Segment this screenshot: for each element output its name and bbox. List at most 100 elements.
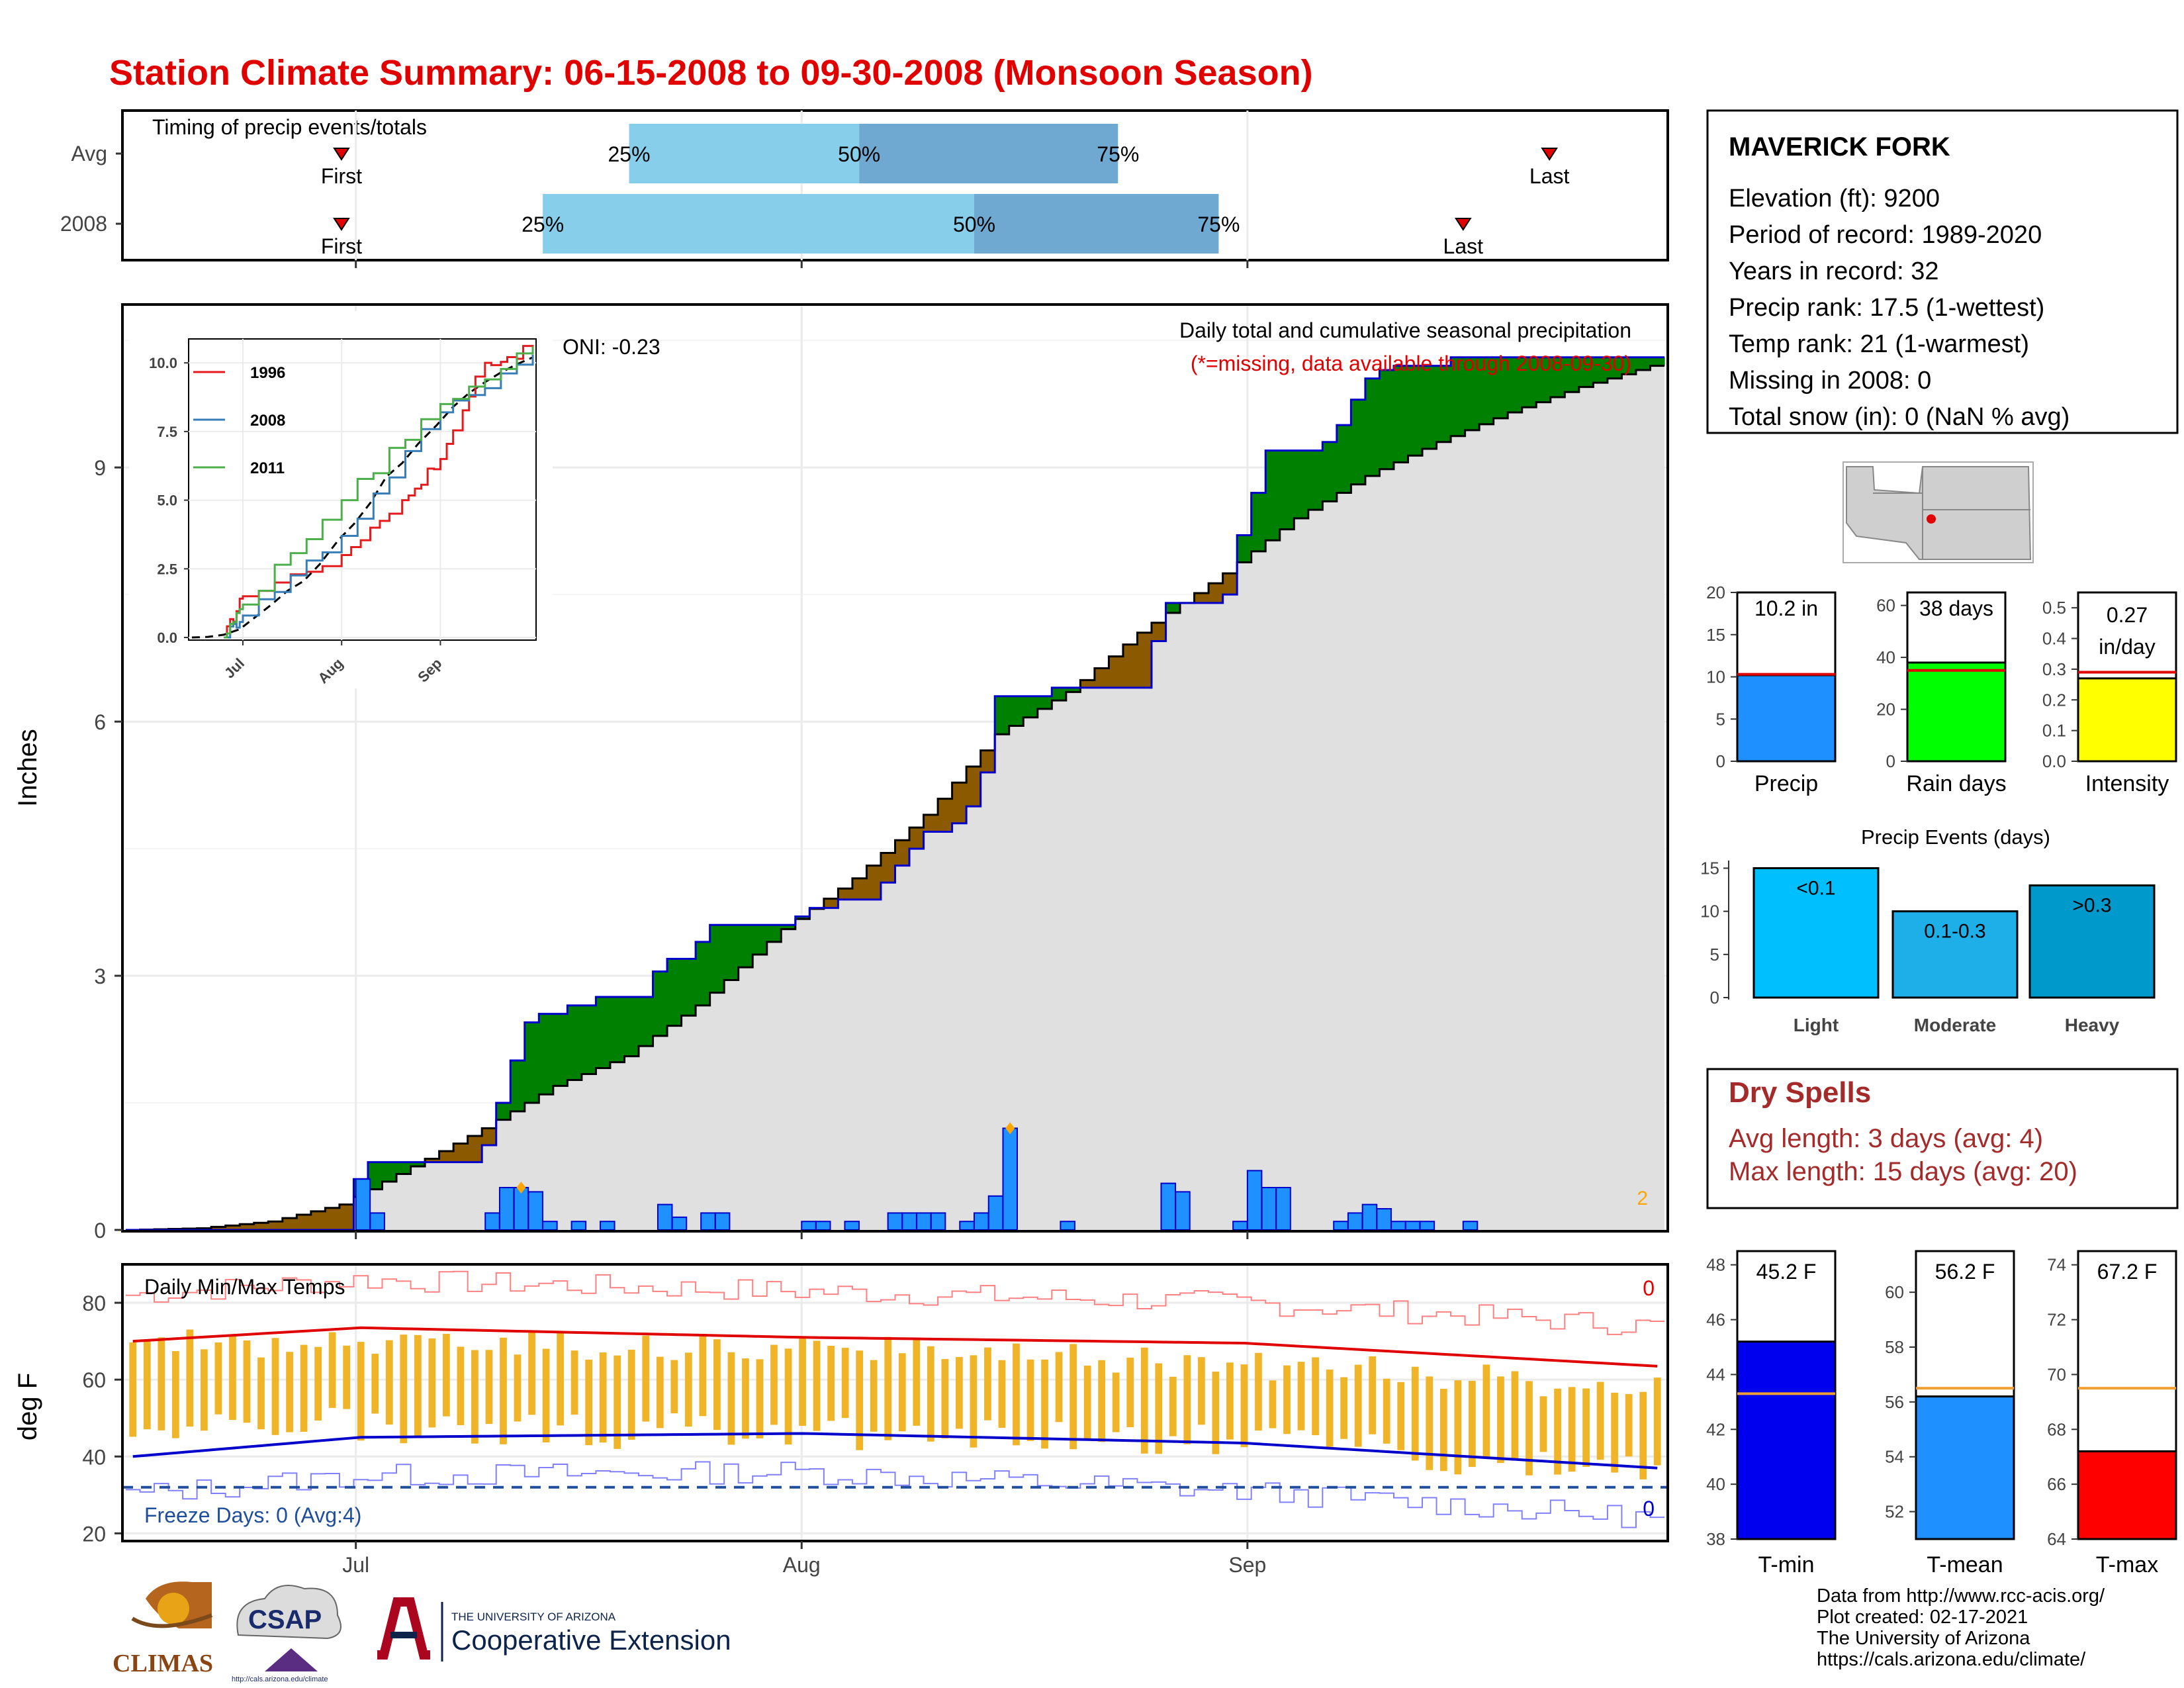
precip-y-tick-label: 9 bbox=[94, 456, 106, 480]
max-precip-marker bbox=[1005, 1122, 1015, 1135]
above-normal-segment bbox=[410, 1162, 426, 1167]
above-normal-segment bbox=[553, 1013, 568, 1086]
temp-gauge-category-label: T-mean bbox=[1927, 1552, 2003, 1577]
daily-temp-bar bbox=[941, 1359, 949, 1439]
gauge-value-label: 38 days bbox=[1919, 596, 1993, 620]
difference-area bbox=[126, 356, 1665, 1231]
above-normal-segment bbox=[1308, 450, 1323, 510]
below-normal-segment bbox=[453, 1143, 469, 1162]
daily-temp-bar bbox=[143, 1340, 151, 1430]
daily-precip-bar bbox=[1347, 1212, 1363, 1231]
above-normal-segment bbox=[667, 959, 682, 1026]
daily-temp-bar bbox=[1340, 1377, 1348, 1439]
precip-y-label: Inches bbox=[13, 729, 42, 807]
daily-precip-bar bbox=[513, 1187, 529, 1231]
gauge-tick-label: 0.3 bbox=[2042, 659, 2066, 679]
timing-event-marker bbox=[1541, 148, 1559, 161]
above-normal-segment bbox=[1037, 696, 1052, 709]
daily-temp-bar bbox=[1426, 1376, 1433, 1470]
gauge-tick-label: 10 bbox=[1706, 667, 1725, 687]
map-state-border bbox=[1873, 467, 2030, 559]
above-normal-segment bbox=[1393, 365, 1409, 463]
temp-gauge-tick-label: 70 bbox=[2047, 1364, 2066, 1384]
daily-temp-bar bbox=[1083, 1365, 1091, 1440]
gauge-category-label: Precip bbox=[1754, 771, 1818, 796]
daily-precip-bar bbox=[527, 1191, 543, 1231]
daily-temp-bar bbox=[286, 1352, 293, 1432]
events-y-tick-label: 15 bbox=[1700, 859, 1719, 878]
footer: Data from http://www.rcc-acis.org/Plot c… bbox=[113, 1581, 2105, 1683]
temp-gauge-tick-label: 48 bbox=[1706, 1255, 1725, 1275]
daily-temp-bar bbox=[599, 1352, 607, 1443]
timing-bar-25-50 bbox=[543, 194, 975, 254]
observed-cumulative-line bbox=[126, 356, 1664, 1231]
inset-series-line bbox=[224, 354, 534, 639]
above-normal-segment bbox=[724, 925, 739, 980]
climas-sun bbox=[158, 1593, 189, 1624]
above-normal-segment bbox=[510, 1060, 525, 1111]
daily-temp-bar bbox=[870, 1360, 878, 1432]
daily-temp-bar bbox=[1525, 1381, 1533, 1476]
gauge-tick-label: 0 bbox=[1886, 751, 1895, 771]
daily-temp-bar bbox=[257, 1357, 265, 1430]
timing-pct-label: 50% bbox=[953, 212, 995, 236]
daily-temp-bar bbox=[1497, 1376, 1504, 1464]
gauge-tick-label: 0.4 bbox=[2042, 629, 2066, 649]
dry-spells: Dry Spells Avg length: 3 days (avg: 4) M… bbox=[1706, 1068, 2179, 1209]
inset-y-tick-label: 2.5 bbox=[157, 561, 177, 577]
daily-temp-bar bbox=[827, 1346, 835, 1421]
max-precip-marker bbox=[516, 1182, 526, 1194]
below-normal-segment bbox=[253, 1223, 269, 1230]
above-normal-segment bbox=[567, 1005, 582, 1080]
csap-mountain bbox=[265, 1648, 318, 1671]
footer-credit-line: The University of Arizona bbox=[1817, 1628, 2030, 1649]
daily-temp-bar bbox=[314, 1346, 322, 1421]
daily-temp-bar bbox=[1312, 1357, 1319, 1436]
above-normal-segment bbox=[639, 997, 654, 1047]
daily-temp-bar bbox=[913, 1340, 921, 1426]
events-bar-label: <0.1 bbox=[1796, 878, 1835, 900]
above-normal-segment bbox=[1593, 357, 1608, 383]
station-location-marker bbox=[1927, 514, 1936, 524]
below-normal-segment bbox=[439, 1150, 454, 1162]
temps-x-tick-label: Jul bbox=[342, 1553, 369, 1577]
above-normal-segment bbox=[1522, 357, 1537, 408]
normal-area bbox=[126, 365, 1664, 1230]
daily-precip-bar bbox=[901, 1212, 917, 1231]
daily-temp-bar bbox=[214, 1342, 222, 1415]
precip-y-tick-label: 6 bbox=[94, 710, 106, 734]
daily-temp-bar bbox=[1468, 1380, 1476, 1468]
timing-event-label: First bbox=[321, 234, 362, 258]
daily-precip-bar bbox=[887, 1212, 903, 1231]
above-normal-segment bbox=[1508, 357, 1523, 412]
events-x-label: Moderate bbox=[1914, 1015, 1996, 1035]
events-title: Precip Events (days) bbox=[1861, 825, 2050, 849]
gauge-tick-label: 20 bbox=[1706, 583, 1725, 602]
below-normal-segment bbox=[938, 798, 953, 832]
temps-y-tick-label: 80 bbox=[82, 1291, 106, 1315]
daily-temp-bar bbox=[1183, 1355, 1191, 1444]
temp-gauge-bar bbox=[1736, 1340, 1837, 1540]
daily-temp-bar bbox=[300, 1344, 308, 1432]
temp-gauge-tick-label: 54 bbox=[1885, 1447, 1904, 1467]
timing-bar-50-75 bbox=[859, 124, 1118, 183]
events-y-tick-label: 5 bbox=[1710, 945, 1719, 964]
daily-temp-bar bbox=[970, 1355, 978, 1448]
above-normal-segment bbox=[524, 1022, 539, 1103]
daily-precip-bar bbox=[1261, 1187, 1277, 1231]
below-normal-segment bbox=[980, 750, 995, 773]
above-normal-segment bbox=[1351, 399, 1366, 485]
daily-precip-bar bbox=[916, 1212, 932, 1231]
inset-series-line bbox=[224, 345, 534, 639]
daily-temp-bar bbox=[1326, 1369, 1334, 1447]
timing-event-label: Last bbox=[1529, 164, 1570, 188]
above-normal-segment bbox=[1493, 357, 1508, 418]
daily-temp-bar bbox=[1539, 1396, 1547, 1452]
csap-cloud bbox=[236, 1585, 341, 1640]
temp-gauge-value-label: 45.2 F bbox=[1756, 1260, 1817, 1284]
above-normal-segment bbox=[581, 1005, 597, 1074]
avg-max-line bbox=[132, 1326, 1658, 1368]
daily-temp-bar bbox=[442, 1334, 450, 1417]
daily-precip-bar bbox=[355, 1178, 371, 1231]
